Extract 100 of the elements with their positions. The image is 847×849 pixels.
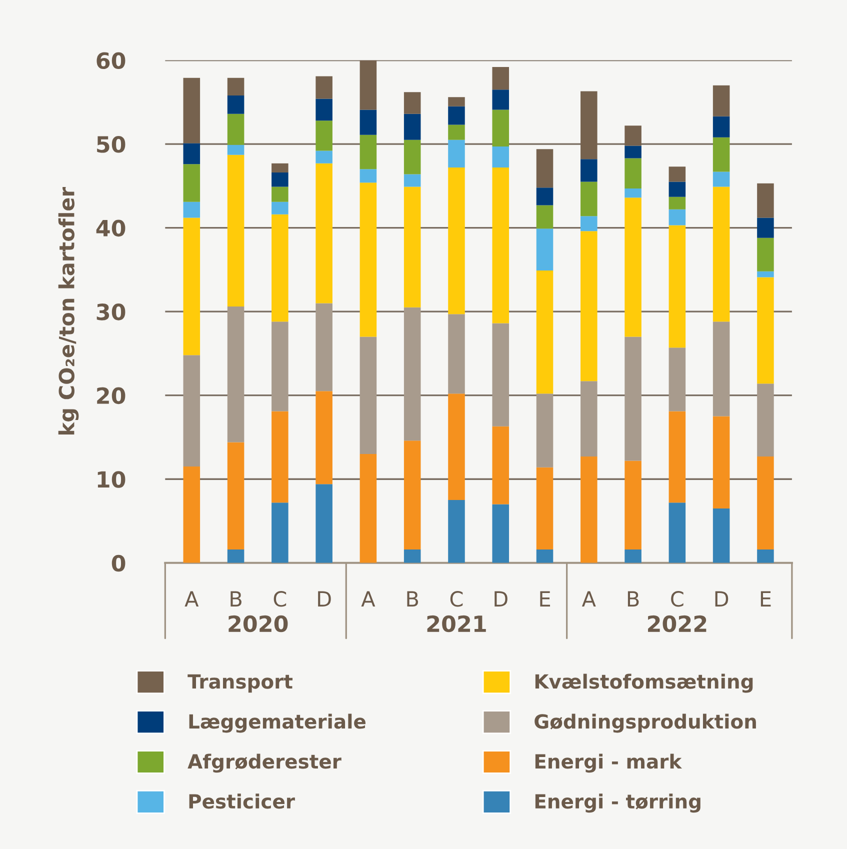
bar <box>580 216 598 232</box>
bar <box>712 137 730 172</box>
bar <box>492 426 510 504</box>
bar <box>404 440 421 550</box>
x-tick-label: A <box>361 591 376 606</box>
x-tick-label: C <box>450 591 463 607</box>
bar <box>580 456 598 563</box>
bar <box>360 454 377 563</box>
text: 2020 <box>228 615 288 632</box>
bar <box>316 98 332 121</box>
x-tick-label: A <box>184 591 199 606</box>
bar <box>227 114 244 145</box>
bar <box>272 214 288 322</box>
bar <box>404 186 421 308</box>
bar <box>536 549 554 563</box>
x-tick-label: D <box>318 591 331 606</box>
bar <box>227 549 244 563</box>
bar <box>316 120 332 151</box>
bar <box>227 144 244 155</box>
bar <box>757 384 774 456</box>
bar <box>316 391 332 484</box>
bar <box>404 549 421 563</box>
bar <box>360 336 377 454</box>
bar <box>492 323 510 426</box>
bar <box>272 172 288 187</box>
x-tick-label: E <box>760 591 771 606</box>
bar <box>360 110 377 135</box>
bar <box>757 183 774 218</box>
legend-label: Transport <box>188 674 293 693</box>
bar <box>272 186 288 202</box>
bar <box>757 218 774 238</box>
bar <box>624 126 642 146</box>
y-tick-label: 10 <box>98 471 126 488</box>
y-tick-label: 60 <box>96 52 126 70</box>
bar <box>492 110 510 147</box>
x-tick-label: C <box>274 591 286 607</box>
bar <box>668 209 686 226</box>
bar <box>536 270 554 394</box>
bar <box>624 549 642 563</box>
bar <box>448 97 465 106</box>
bar <box>404 140 421 174</box>
bar <box>316 163 332 304</box>
bar <box>404 114 421 140</box>
bar <box>272 322 288 412</box>
bar <box>183 78 200 144</box>
bar <box>272 163 288 173</box>
bar <box>580 182 598 216</box>
bar <box>624 460 642 550</box>
bar <box>360 182 377 337</box>
bar <box>183 164 200 202</box>
bar <box>492 168 510 324</box>
bar <box>492 90 510 110</box>
bar <box>316 303 332 392</box>
bar <box>316 150 332 164</box>
x-tick-label: B <box>230 591 242 606</box>
bar <box>536 394 554 468</box>
bar <box>227 306 244 442</box>
bar <box>360 169 377 183</box>
y-tick-label: 20 <box>97 387 126 404</box>
y-tick-label: 50 <box>97 136 126 153</box>
bar <box>183 466 200 563</box>
bar <box>668 411 686 503</box>
bar <box>448 314 465 394</box>
text: 2021 <box>427 615 486 632</box>
legend-label: Pesticicer <box>189 794 295 809</box>
bar <box>448 394 465 500</box>
bar <box>668 182 686 197</box>
bar <box>448 140 465 168</box>
bar <box>227 442 244 550</box>
bar <box>448 168 465 314</box>
bar <box>536 205 554 229</box>
bar <box>624 188 642 198</box>
bar <box>580 91 598 160</box>
y-tick-label: 30 <box>96 304 126 320</box>
bar <box>360 60 377 110</box>
x-tick-label: D <box>715 591 728 606</box>
x-tick-label: D <box>494 591 508 606</box>
bar <box>227 154 244 307</box>
bar <box>712 85 730 116</box>
bar <box>316 76 332 99</box>
bar <box>536 149 554 188</box>
bar <box>183 355 200 467</box>
bar <box>624 158 642 188</box>
x-tick-label: B <box>628 591 639 606</box>
y-tick-label: 40 <box>96 220 126 237</box>
bar <box>712 416 730 508</box>
bar <box>448 106 465 125</box>
bar <box>448 124 465 140</box>
y-axis-title: kg CO₂e/ton kartofler <box>58 186 79 434</box>
bar <box>624 336 642 461</box>
bar <box>272 202 288 214</box>
bar <box>227 95 244 114</box>
legend-label: Afgrøderester <box>188 754 342 773</box>
bar <box>668 348 686 412</box>
bar <box>580 381 598 456</box>
x-tick-label: A <box>582 591 596 606</box>
bar <box>360 134 377 170</box>
y-tick-label: 0 <box>112 554 126 572</box>
bar <box>668 166 686 182</box>
bar <box>757 456 774 550</box>
